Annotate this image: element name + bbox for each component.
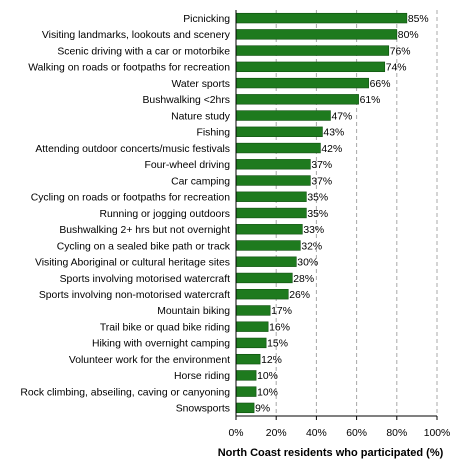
value-label-7: 43% bbox=[323, 128, 344, 139]
category-label-4: Water sports bbox=[171, 79, 230, 90]
bar-20 bbox=[235, 337, 267, 349]
bar-4 bbox=[235, 77, 369, 89]
category-label-16: Sports involving motorised watercraft bbox=[60, 274, 230, 285]
value-label-24: 9% bbox=[255, 404, 270, 415]
value-label-14: 32% bbox=[301, 241, 322, 252]
value-label-6: 47% bbox=[331, 111, 352, 122]
value-label-4: 66% bbox=[370, 79, 391, 90]
category-label-8: Attending outdoor concerts/music festiva… bbox=[35, 144, 230, 155]
bar-21 bbox=[235, 353, 261, 365]
bar-18 bbox=[235, 305, 271, 316]
value-label-20: 15% bbox=[267, 339, 288, 350]
value-label-9: 37% bbox=[311, 160, 332, 171]
value-label-11: 35% bbox=[307, 193, 328, 204]
bar-23 bbox=[235, 386, 257, 397]
category-label-12: Running or jogging outdoors bbox=[99, 209, 230, 220]
category-label-7: Fishing bbox=[197, 128, 231, 139]
bar-10 bbox=[235, 175, 311, 186]
value-label-15: 30% bbox=[297, 258, 318, 269]
value-label-8: 42% bbox=[321, 144, 342, 155]
bar-22 bbox=[235, 370, 257, 381]
bar-13 bbox=[235, 224, 303, 235]
category-label-1: Visiting landmarks, lookouts and scenery bbox=[42, 30, 231, 41]
value-label-18: 17% bbox=[271, 306, 292, 317]
category-label-9: Four-wheel driving bbox=[145, 160, 231, 171]
bar-15 bbox=[235, 256, 297, 267]
category-label-11: Cycling on roads or footpaths for recrea… bbox=[31, 193, 230, 204]
category-label-15: Visiting Aboriginal or cultural heritage… bbox=[35, 258, 230, 269]
bar-17 bbox=[235, 289, 289, 300]
category-label-10: Car camping bbox=[171, 176, 230, 187]
x-tick-labels: 0% 20% 40% 60% 80% 100% bbox=[228, 416, 450, 439]
category-label-0: Picnicking bbox=[183, 14, 230, 25]
category-label-2: Scenic driving with a car or motorbike bbox=[57, 46, 230, 57]
bar-0 bbox=[235, 12, 408, 24]
x-tick-label-100: 100% bbox=[424, 428, 451, 439]
bar-9 bbox=[235, 159, 311, 170]
bar-8 bbox=[235, 142, 321, 154]
bar-1 bbox=[235, 29, 398, 40]
x-tick-label-40: 40% bbox=[306, 428, 327, 439]
bar-24 bbox=[235, 402, 255, 414]
x-tick-label-80: 80% bbox=[386, 428, 407, 439]
bar-12 bbox=[235, 207, 307, 219]
bar-6 bbox=[235, 110, 331, 121]
bar-2 bbox=[235, 45, 390, 56]
value-label-17: 26% bbox=[289, 290, 310, 301]
category-label-24: Snowsports bbox=[176, 404, 230, 415]
value-label-12: 35% bbox=[307, 209, 328, 220]
category-label-23: Rock climbing, abseiling, caving or cany… bbox=[20, 387, 230, 398]
x-axis-title: North Coast residents who participated (… bbox=[218, 447, 444, 459]
category-label-22: Horse riding bbox=[174, 371, 230, 382]
category-label-6: Nature study bbox=[171, 111, 231, 122]
bar-5 bbox=[235, 94, 359, 105]
category-label-17: Sports involving non-motorised watercraf… bbox=[39, 290, 230, 301]
value-label-10: 37% bbox=[311, 176, 332, 187]
value-label-19: 16% bbox=[269, 322, 290, 333]
value-label-0: 85% bbox=[408, 14, 429, 25]
value-label-5: 61% bbox=[360, 95, 381, 106]
category-label-19: Trail bike or quad bike riding bbox=[100, 322, 230, 333]
bar-11 bbox=[235, 191, 307, 202]
category-label-21: Volunteer work for the environment bbox=[69, 355, 230, 366]
value-label-2: 76% bbox=[390, 46, 411, 57]
value-label-16: 28% bbox=[293, 274, 314, 285]
value-label-22: 10% bbox=[257, 371, 278, 382]
bar-3 bbox=[235, 61, 386, 73]
x-tick-label-0: 0% bbox=[228, 428, 243, 439]
category-label-5: Bushwalking <2hrs bbox=[142, 95, 230, 106]
category-label-18: Mountain biking bbox=[157, 306, 230, 317]
bar-14 bbox=[235, 240, 301, 251]
bar-19 bbox=[235, 321, 269, 332]
bar-16 bbox=[235, 272, 293, 284]
value-label-13: 33% bbox=[303, 225, 324, 236]
value-labels: 85% 80% 76% 74% 66% 61% 47% 43% 42% 37% 37% 35% 35% 3… bbox=[255, 14, 429, 415]
x-tick-label-60: 60% bbox=[346, 428, 367, 439]
bars bbox=[235, 12, 408, 414]
category-labels: Picnicking Visiting landmarks, lookouts a… bbox=[20, 14, 230, 415]
category-label-13: Bushwalking 2+ hrs but not overnight bbox=[59, 225, 230, 236]
category-label-3: Walking on roads or footpaths for recrea… bbox=[28, 63, 230, 74]
x-tick-label-20: 20% bbox=[266, 428, 287, 439]
category-label-20: Hiking with overnight camping bbox=[92, 339, 230, 350]
value-label-23: 10% bbox=[257, 387, 278, 398]
value-label-1: 80% bbox=[398, 30, 419, 41]
value-label-3: 74% bbox=[386, 63, 407, 74]
bar-7 bbox=[235, 126, 323, 137]
category-label-14: Cycling on a sealed bike path or track bbox=[57, 241, 231, 252]
value-label-21: 12% bbox=[261, 355, 282, 366]
